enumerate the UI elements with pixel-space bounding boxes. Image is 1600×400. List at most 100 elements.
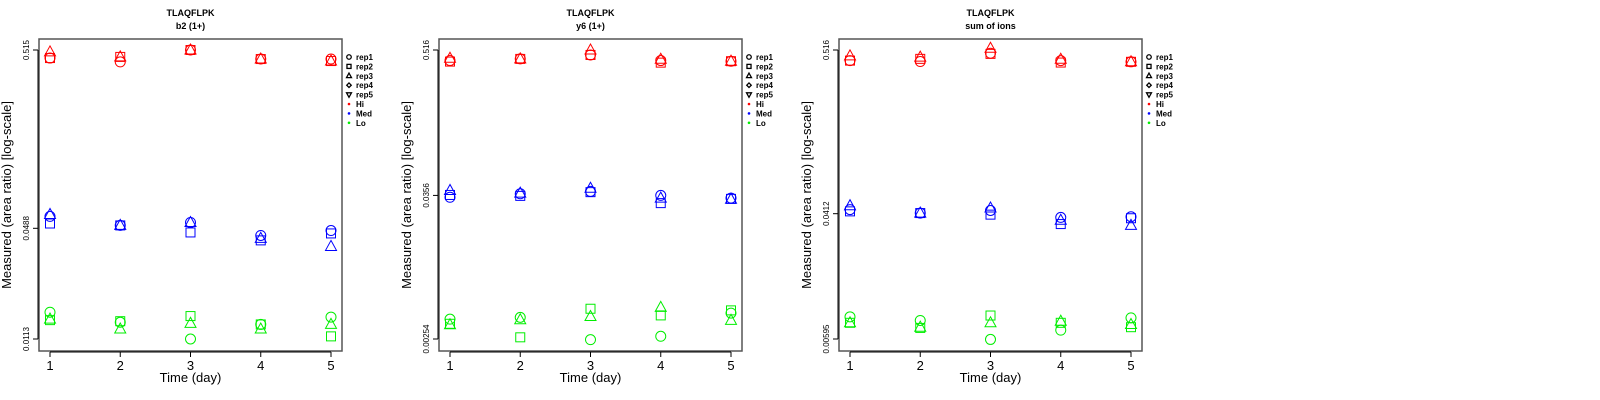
series-lo-rep3	[843, 314, 1138, 332]
legend-label: Hi	[756, 100, 764, 109]
data-point	[724, 54, 738, 66]
data-point	[113, 49, 127, 62]
series-hi-rep3	[443, 42, 738, 66]
data-point	[113, 321, 127, 334]
rep4-legend-symbol	[345, 82, 353, 89]
legend-label: rep4	[1156, 81, 1173, 90]
data-point	[513, 186, 527, 198]
y-tick-label: 0.0113	[22, 327, 31, 351]
data-point	[443, 317, 457, 330]
plot-panel-2: TLAQFLPK y6 (1+) 1 2 3 4 5 Time (day) 0.00254 0.0…	[399, 8, 773, 385]
y-tick-label: 0.516	[822, 39, 831, 60]
rep4-legend-symbol	[1145, 82, 1153, 89]
data-point	[655, 189, 667, 201]
data-point	[914, 314, 926, 326]
rep5-legend-symbol	[345, 92, 353, 99]
data-point	[1054, 213, 1068, 225]
series-med-rep2	[45, 218, 336, 246]
data-point	[724, 192, 738, 204]
data-point	[655, 330, 667, 342]
data-point	[984, 41, 997, 53]
data-point	[324, 317, 338, 329]
data-point	[443, 51, 457, 63]
rep2-legend-symbol	[1146, 63, 1152, 70]
lo-legend-dot	[1147, 121, 1151, 125]
lo-legend-dot	[347, 121, 351, 125]
hi-legend-dot	[347, 102, 351, 106]
x-tick-label: 2	[517, 358, 524, 373]
data-point	[115, 316, 126, 327]
legend-label: rep3	[356, 72, 373, 81]
data-point	[654, 191, 668, 203]
legend-label: Med	[1156, 109, 1172, 118]
data-point	[585, 334, 596, 346]
legend-label: rep2	[756, 62, 773, 71]
data-point	[326, 228, 336, 239]
legend-label: Lo	[756, 119, 766, 128]
data-point	[255, 319, 266, 330]
series-med-rep3	[443, 181, 738, 204]
data-point	[1055, 211, 1067, 223]
data-point	[984, 200, 997, 213]
legend-label: Med	[756, 109, 772, 118]
hi-legend-dot	[747, 102, 751, 106]
data-point	[445, 189, 455, 200]
legend-label: rep2	[1156, 62, 1173, 71]
data-point	[585, 49, 596, 60]
rep1-legend-symbol	[1146, 54, 1152, 60]
data-point	[844, 311, 856, 323]
med-legend-dot	[1147, 112, 1151, 115]
x-tick-label: 4	[657, 358, 664, 373]
data-point	[325, 225, 337, 237]
legend-label: Lo	[356, 119, 366, 128]
data-point	[45, 315, 55, 326]
x-tick-label: 1	[846, 358, 853, 373]
legend-label: rep1	[756, 53, 773, 62]
data-point	[915, 322, 926, 333]
legend-label: rep2	[356, 62, 373, 71]
legend-label: rep4	[356, 81, 373, 90]
y-tick-label: 0.00595	[822, 324, 831, 353]
x-tick-label: 1	[446, 358, 453, 373]
data-point	[913, 206, 927, 218]
legend-label: rep4	[756, 81, 773, 90]
series-med-rep1	[844, 204, 1137, 223]
y-tick-label: 0.0356	[422, 183, 431, 208]
series-med-rep2	[445, 187, 736, 209]
data-point	[1055, 324, 1067, 336]
data-point	[44, 306, 56, 318]
rep1-legend-symbol	[346, 54, 352, 60]
data-point	[915, 53, 926, 64]
legend-label: rep5	[756, 91, 773, 100]
data-point	[445, 56, 455, 67]
y-tick-label: 0.00254	[422, 324, 431, 353]
y-axis-label: Measured (area ratio) [log-scale]	[399, 101, 414, 289]
series-hi-rep2	[45, 45, 336, 67]
data-point	[724, 313, 738, 325]
rep5-legend-symbol	[1145, 92, 1153, 99]
rep2-legend-symbol	[746, 63, 752, 70]
rep3-legend-symbol	[345, 71, 353, 79]
legend-label: Med	[356, 109, 372, 118]
data-point	[254, 231, 268, 243]
series-lo-rep2	[45, 311, 336, 342]
data-point	[585, 303, 596, 314]
data-point	[515, 332, 526, 343]
data-point	[985, 48, 996, 59]
data-point	[984, 315, 997, 328]
y-axis-label: Measured (area ratio) [log-scale]	[799, 101, 814, 289]
data-point	[1054, 52, 1068, 64]
x-tick-label: 3	[187, 358, 194, 373]
series-lo-rep2	[845, 310, 1136, 333]
data-point	[584, 181, 597, 193]
data-point	[1124, 317, 1138, 330]
y-tick-label: 0.515	[22, 39, 31, 60]
plot-frame	[438, 38, 743, 352]
series-hi-rep2	[445, 49, 736, 68]
data-point	[584, 309, 597, 322]
lo-legend-dot	[747, 121, 751, 125]
data-point	[843, 198, 857, 211]
data-point	[43, 44, 57, 57]
